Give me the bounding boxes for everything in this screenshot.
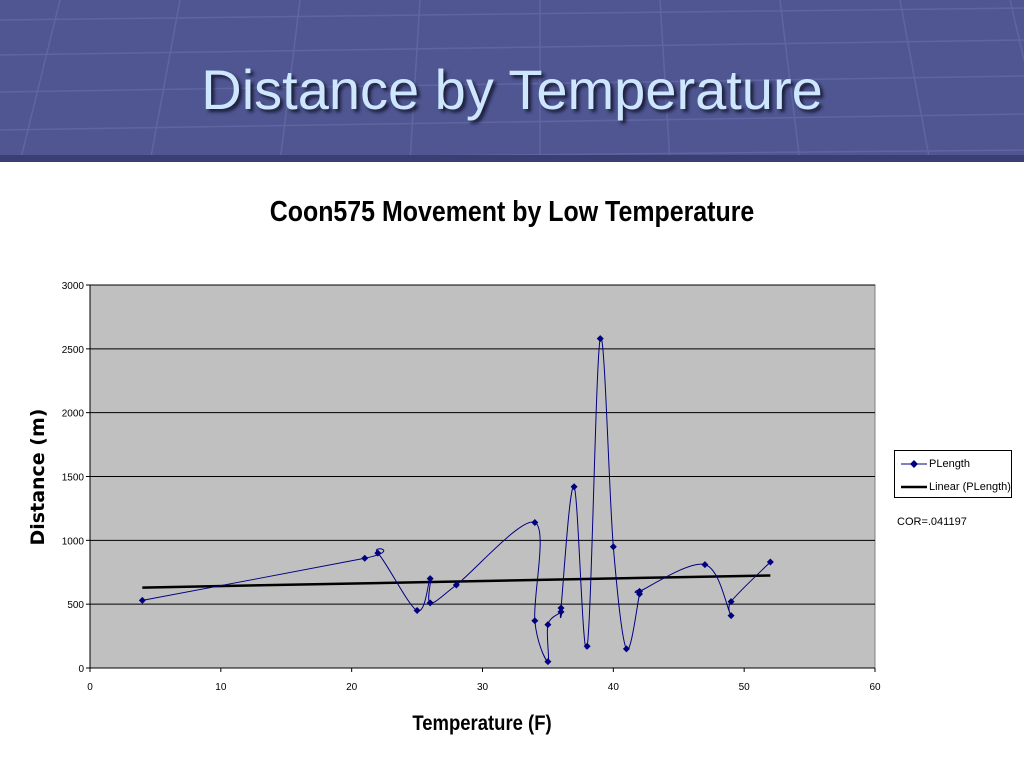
data-point-17 [622,645,630,653]
legend-label-trendline: Linear (PLength) [929,481,1011,493]
data-point-16 [609,543,617,551]
data-point-19 [636,587,643,595]
legend-item-plength: PLength [901,456,970,472]
y-tick-label-0: 0 [78,664,84,675]
data-point-20 [701,561,709,569]
data-point-12 [557,604,565,612]
chart-legend: PLength Linear (PLength) [894,450,1012,498]
legend-label-plength: PLength [929,458,970,470]
title-banner: Distance by Temperature [0,0,1024,162]
data-point-22 [727,598,735,606]
x-tick-label-40: 40 [608,682,620,693]
y-tick-label-1000: 1000 [62,536,85,547]
data-point-9 [544,658,552,666]
x-tick-label-0: 0 [87,682,93,693]
data-point-21 [727,612,735,620]
data-point-15 [596,335,604,343]
data-point-23 [766,558,774,566]
data-point-5 [426,599,434,607]
data-point-6 [452,581,460,589]
data-point-0 [138,596,146,604]
data-point-8 [531,617,539,625]
y-tick-label-3000: 3000 [62,281,85,292]
chart-title: Coon575 Movement by Low Temperature [269,196,755,228]
x-axis-label: Temperature (F) [412,712,552,735]
data-point-1 [361,554,369,562]
y-tick-label-2500: 2500 [62,345,85,356]
x-tick-label-20: 20 [346,682,358,693]
x-tick-label-10: 10 [215,682,227,693]
data-point-14 [583,642,591,650]
legend-marker-diamond-icon [901,460,927,468]
data-point-3 [413,607,421,615]
slide-title: Distance by Temperature [201,58,823,121]
data-point-10 [544,621,552,629]
y-tick-label-500: 500 [67,600,84,611]
banner-grid-pattern [0,0,1024,162]
series-line-plength [142,337,771,663]
y-tick-label-2000: 2000 [62,409,85,420]
y-axis-label: Distance (m) [27,408,49,546]
data-point-11 [557,608,565,616]
x-tick-label-60: 60 [869,682,881,693]
x-tick-label-50: 50 [739,682,751,693]
correlation-annotation: COR=.041197 [897,516,967,528]
legend-line-icon [901,485,927,489]
x-tick-label-30: 30 [477,682,489,693]
data-point-7 [531,518,539,526]
legend-item-trendline: Linear (PLength) [901,479,1011,495]
data-point-2 [374,549,382,557]
data-point-13 [570,483,578,491]
data-point-4 [426,575,434,583]
y-tick-label-1500: 1500 [62,473,85,484]
